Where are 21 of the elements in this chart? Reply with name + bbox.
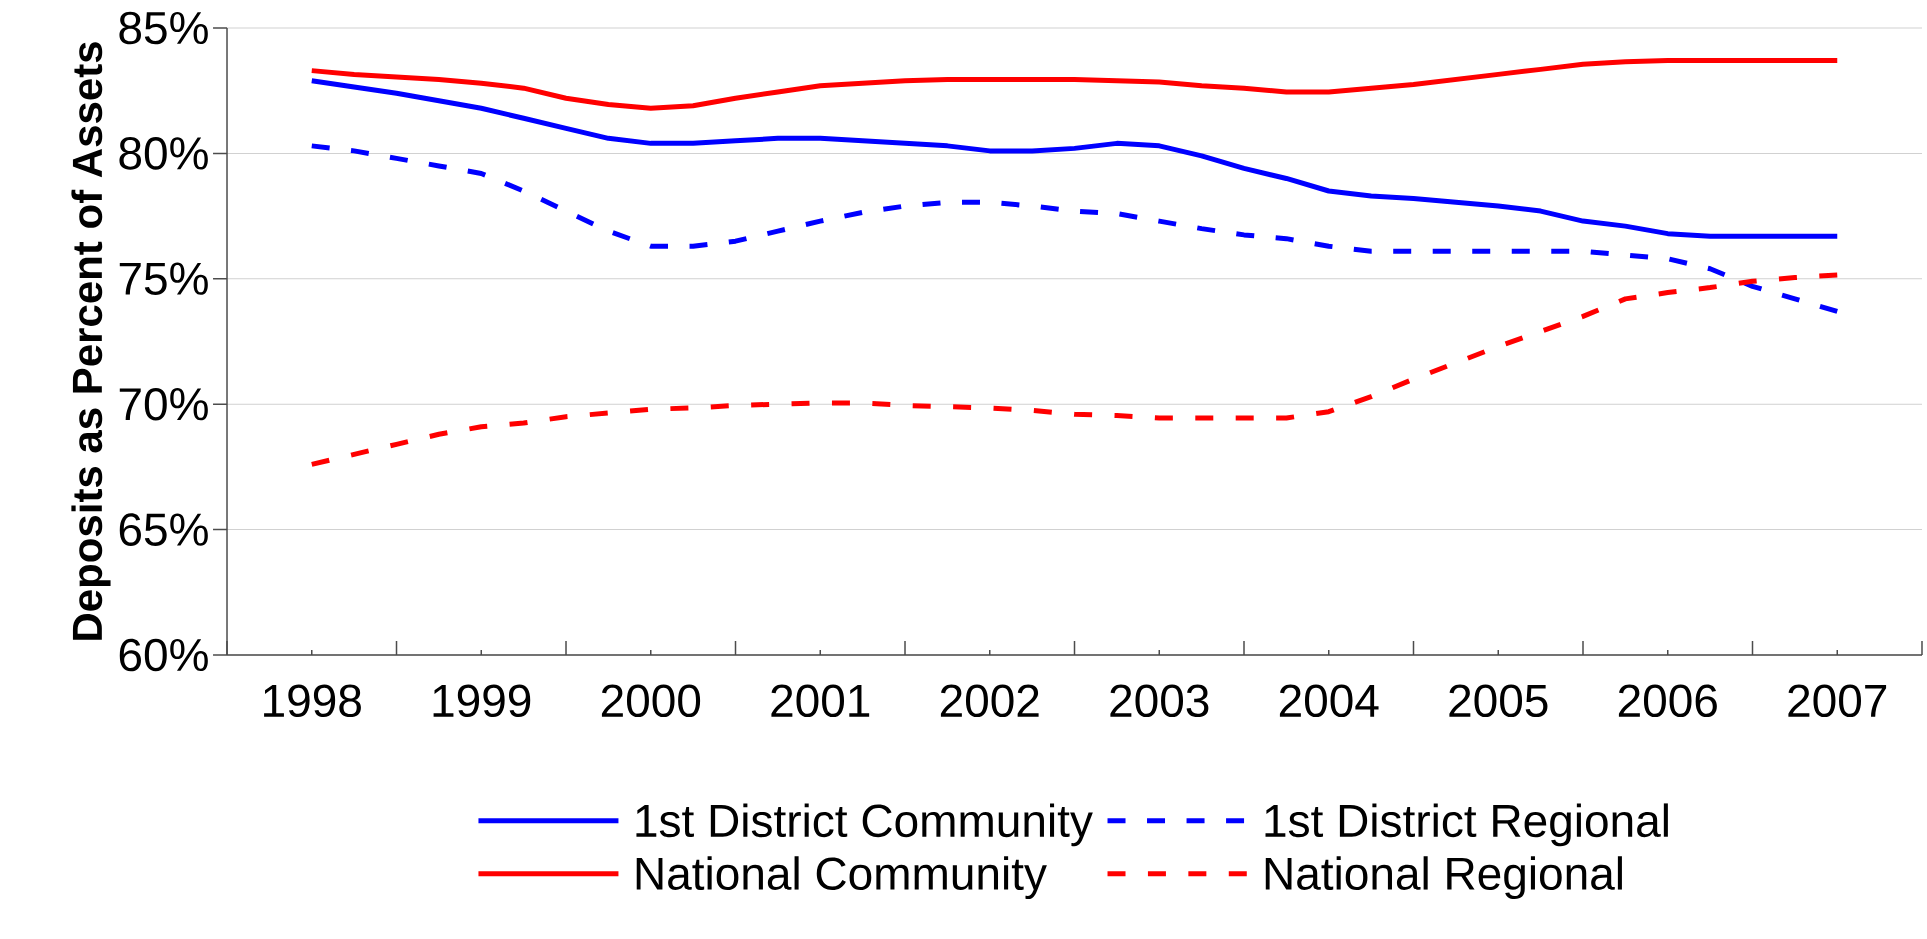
x-tick-label: 2003 (1110, 684, 1209, 718)
legend-label: National Community (636, 856, 1047, 900)
x-tick-label: 1999 (433, 684, 531, 718)
x-tick-label: 2000 (601, 684, 701, 718)
y-tick-label: 60% (119, 638, 208, 672)
legend-label: 1st District Community (636, 803, 1093, 847)
x-tick-label: 2005 (1449, 684, 1548, 718)
y-tick-label: 70% (119, 387, 208, 421)
legend-label: National Regional (1265, 856, 1622, 900)
y-tick-label: 80% (119, 137, 208, 170)
y-tick-label: 85% (119, 11, 208, 45)
y-axis-title: Deposits as Percent of Assets (71, 42, 111, 640)
y-tick-label: 65% (119, 513, 208, 546)
x-tick-label: 2006 (1618, 684, 1717, 718)
legend-label: 1st District Regional (1265, 803, 1668, 847)
x-tick-label: 2007 (1788, 684, 1887, 718)
x-tick-label: 2002 (940, 684, 1039, 718)
x-tick-label: 2001 (771, 684, 870, 718)
x-tick-label: 1998 (264, 684, 361, 718)
x-tick-label: 2004 (1279, 684, 1379, 718)
y-tick-label: 75% (119, 262, 208, 295)
